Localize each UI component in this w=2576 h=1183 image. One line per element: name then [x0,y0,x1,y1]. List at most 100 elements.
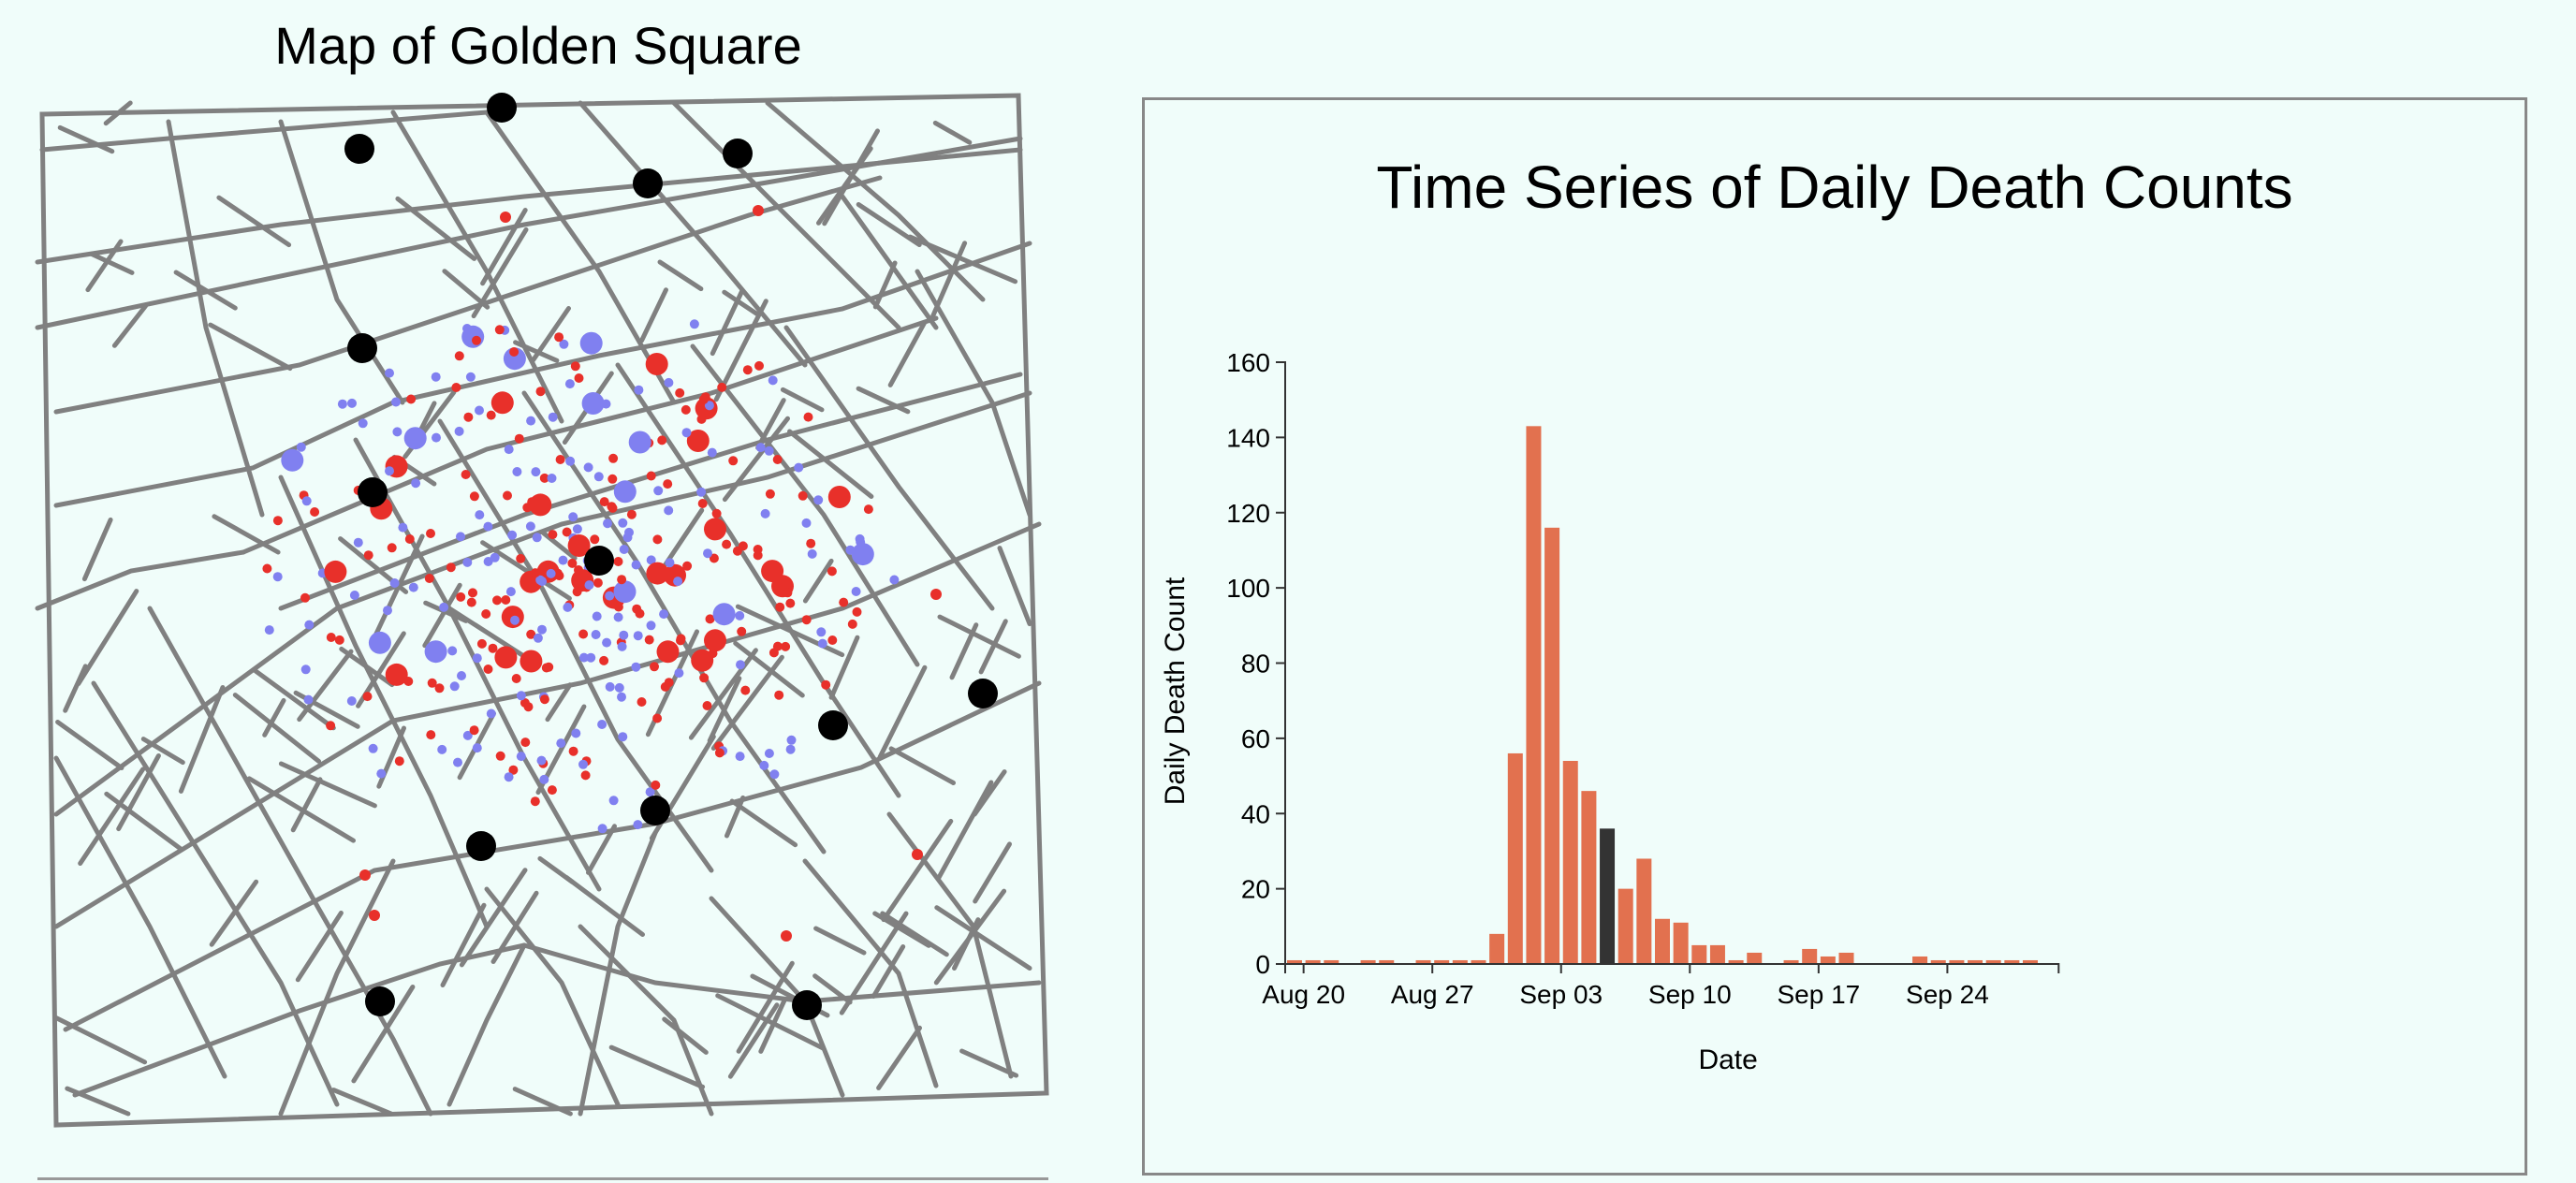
bar-aug-24[interactable] [1379,959,1395,964]
death-marker[interactable] [827,566,837,577]
death-marker[interactable] [547,785,557,796]
death-marker[interactable] [852,606,862,617]
death-marker[interactable] [607,502,617,512]
death-marker[interactable] [437,744,447,754]
death-marker[interactable] [798,490,808,501]
bar-sep-13[interactable] [1747,952,1763,964]
death-marker[interactable] [605,591,615,601]
death-marker[interactable] [358,418,368,429]
death-marker[interactable] [681,428,692,438]
death-marker[interactable] [774,690,784,700]
death-marker[interactable] [613,602,623,612]
death-marker[interactable] [486,410,496,420]
death-marker[interactable] [483,521,493,532]
death-marker[interactable] [403,427,427,450]
death-marker[interactable] [704,401,714,411]
death-marker[interactable] [618,732,628,742]
death-marker[interactable] [503,490,512,501]
death-marker[interactable] [591,630,601,639]
death-marker[interactable] [303,694,314,705]
death-marker[interactable] [794,462,804,473]
death-marker[interactable] [326,721,336,731]
death-marker[interactable] [735,610,745,621]
death-marker[interactable] [563,602,573,612]
death-marker[interactable] [816,627,827,637]
death-marker[interactable] [556,738,566,749]
death-marker[interactable] [264,625,274,635]
death-marker[interactable] [432,432,441,443]
death-marker[interactable] [601,399,611,409]
death-marker[interactable] [863,504,873,515]
death-marker[interactable] [334,635,344,645]
death-marker[interactable] [300,592,310,603]
death-marker[interactable] [781,641,791,651]
death-marker[interactable] [617,641,627,651]
bar-aug-28[interactable] [1452,959,1468,964]
death-marker[interactable] [783,588,793,598]
death-marker[interactable] [453,757,462,767]
bar-sep-23[interactable] [1930,959,1946,964]
bar-sep-27[interactable] [2004,959,2020,964]
death-marker[interactable] [426,529,435,538]
death-marker[interactable] [537,624,547,635]
death-marker[interactable] [465,372,476,382]
death-marker[interactable] [753,205,764,216]
death-marker[interactable] [454,351,464,361]
pump-marker[interactable] [792,990,822,1020]
death-marker[interactable] [645,353,668,375]
death-marker[interactable] [539,694,549,705]
death-marker[interactable] [735,752,745,762]
death-marker[interactable] [764,445,774,456]
death-marker[interactable] [845,545,856,555]
death-marker[interactable] [504,772,514,782]
death-marker[interactable] [522,503,533,513]
death-marker[interactable] [376,768,387,779]
death-marker[interactable] [454,426,464,436]
death-marker[interactable] [368,631,391,654]
death-marker[interactable] [665,558,675,568]
death-marker[interactable] [631,662,641,672]
death-marker[interactable] [324,560,347,583]
pump-marker[interactable] [347,333,377,363]
death-marker[interactable] [657,435,667,445]
death-marker[interactable] [363,550,373,561]
bar-aug-31[interactable] [1507,752,1523,964]
death-marker[interactable] [571,728,581,738]
death-marker[interactable] [584,580,594,591]
death-marker[interactable] [486,708,496,719]
death-marker[interactable] [653,486,664,496]
death-marker[interactable] [579,331,603,355]
death-marker[interactable] [786,735,797,745]
death-marker[interactable] [532,533,542,543]
death-marker[interactable] [469,725,479,736]
death-marker[interactable] [689,319,699,329]
death-marker[interactable] [562,527,572,537]
death-marker[interactable] [424,640,447,664]
death-marker[interactable] [526,629,536,639]
death-marker[interactable] [516,752,526,762]
death-marker[interactable] [607,474,618,484]
death-marker[interactable] [855,533,865,544]
death-marker[interactable] [673,577,683,587]
death-marker[interactable] [659,609,669,620]
death-marker[interactable] [535,387,546,397]
death-marker[interactable] [456,592,466,602]
death-marker[interactable] [446,562,456,573]
death-marker[interactable] [769,769,780,780]
bar-sep-09[interactable] [1673,922,1689,964]
death-marker[interactable] [483,665,493,674]
death-marker[interactable] [535,575,546,585]
death-marker[interactable] [613,480,637,504]
death-marker[interactable] [617,575,627,585]
death-marker[interactable] [490,391,514,415]
bar-sep-16[interactable] [1802,948,1818,964]
death-marker[interactable] [439,602,449,612]
pump-marker[interactable] [723,139,753,168]
death-marker[interactable] [597,824,607,834]
death-marker[interactable] [590,534,600,545]
death-marker[interactable] [664,678,674,688]
death-marker[interactable] [472,743,482,753]
death-marker[interactable] [633,820,643,830]
death-marker[interactable] [457,671,466,680]
death-marker[interactable] [558,555,568,565]
